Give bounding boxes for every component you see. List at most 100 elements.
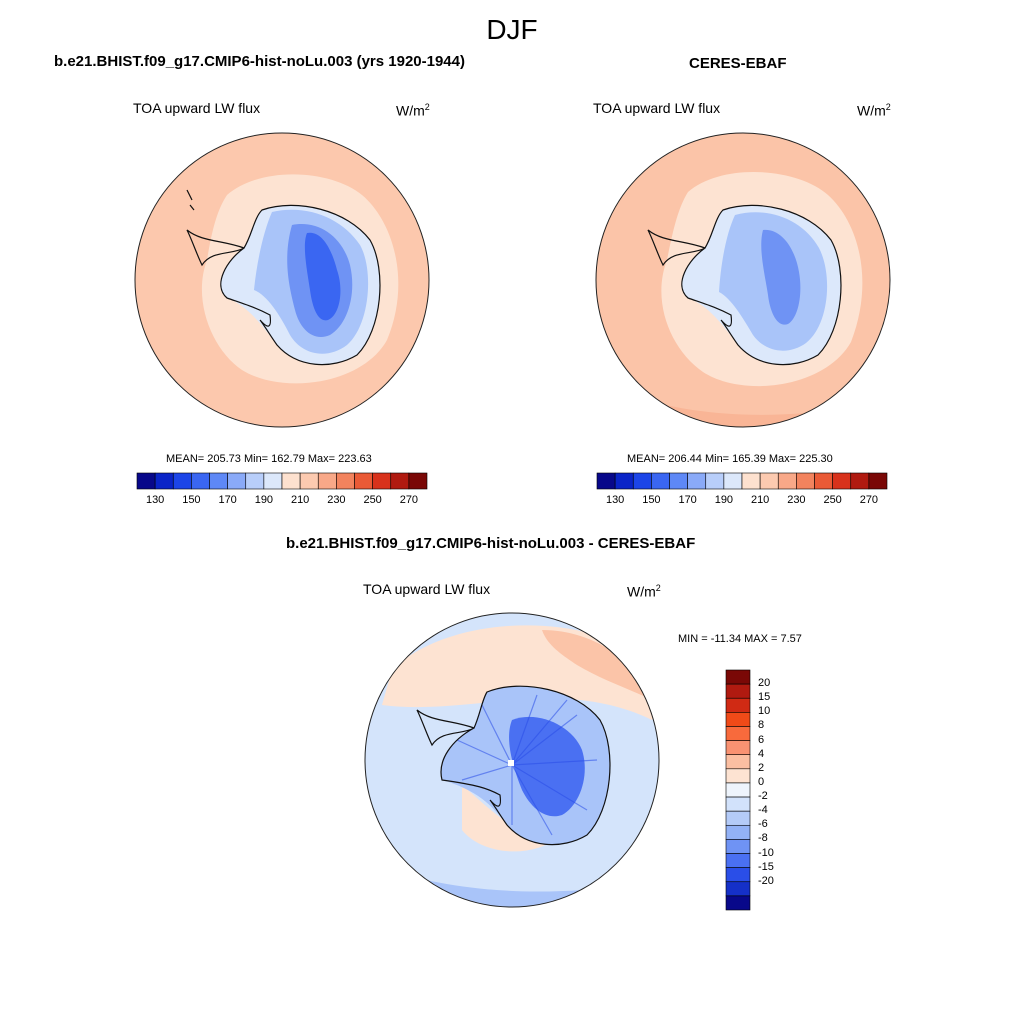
diff-units-label: W/m2 bbox=[627, 583, 661, 600]
model-colorbar-swatch bbox=[154, 472, 174, 490]
model-colorbar-tick-label: 130 bbox=[145, 494, 165, 506]
diff-colorbar-label: 10 bbox=[758, 705, 771, 718]
model-colorbar-tick-label: 210 bbox=[290, 494, 310, 506]
model-colorbar-swatch bbox=[136, 472, 156, 490]
obs-colorbar-swatch bbox=[850, 472, 870, 490]
obs-colorbar-tick-label: 230 bbox=[787, 494, 806, 506]
obs-colorbar-tick-label: 150 bbox=[642, 494, 661, 506]
obs-colorbar-swatch bbox=[596, 472, 616, 490]
model-variable-label: TOA upward LW flux bbox=[133, 100, 261, 116]
diff-colorbar-swatch bbox=[725, 796, 751, 812]
model-colorbar-swatch bbox=[281, 472, 301, 490]
model-units-label: W/m2 bbox=[396, 102, 430, 119]
model-colorbar-tick-label: 230 bbox=[327, 494, 346, 506]
obs-units-label: W/m2 bbox=[857, 102, 891, 119]
diff-colorbar-label: -2 bbox=[758, 790, 768, 803]
obs-colorbar-swatch bbox=[741, 472, 761, 490]
diff-colorbar-swatch bbox=[725, 881, 751, 897]
obs-colorbar-swatch bbox=[796, 472, 815, 490]
model-colorbar-swatch bbox=[408, 472, 428, 490]
model-colorbar-swatch bbox=[336, 472, 355, 490]
diff-colorbar-label: 2 bbox=[758, 761, 765, 774]
obs-colorbar-ticks: 130 150 170 190 210 230 250 270 bbox=[597, 494, 887, 508]
obs-colorbar-swatch bbox=[723, 472, 743, 490]
obs-colorbar-swatch bbox=[759, 472, 779, 490]
diff-stats-label: MIN = -11.34 MAX = 7.57 bbox=[678, 633, 802, 645]
model-colorbar-swatch bbox=[191, 472, 210, 490]
model-colorbar-swatch bbox=[227, 472, 247, 490]
obs-stats-label: MEAN= 206.44 Min= 165.39 Max= 225.30 bbox=[627, 453, 833, 465]
model-colorbar-tick-label: 250 bbox=[363, 494, 382, 506]
model-colorbar-swatch bbox=[245, 472, 265, 490]
diff-colorbar-swatch bbox=[725, 669, 751, 685]
model-colorbar-ticks: 130 150 170 190 210 230 250 270 bbox=[137, 494, 427, 508]
model-colorbar bbox=[136, 472, 428, 490]
diff-variable-label: TOA upward LW flux bbox=[363, 581, 491, 597]
model-colorbar-swatch bbox=[263, 472, 283, 490]
diff-colorbar-label: -4 bbox=[758, 804, 768, 817]
diff-colorbar-swatch bbox=[725, 683, 751, 699]
obs-colorbar-swatch bbox=[868, 472, 888, 490]
diff-polar-map bbox=[364, 612, 660, 908]
diff-colorbar-label: 6 bbox=[758, 733, 765, 746]
model-colorbar-swatch bbox=[299, 472, 319, 490]
model-colorbar-swatch bbox=[172, 472, 192, 490]
diff-colorbar-swatch bbox=[725, 839, 751, 854]
model-polar-map bbox=[134, 132, 430, 428]
diff-colorbar-swatch bbox=[725, 712, 751, 727]
diff-colorbar-swatch bbox=[725, 782, 751, 798]
obs-colorbar-tick-label: 130 bbox=[605, 494, 625, 506]
diff-colorbar-label: 15 bbox=[758, 691, 771, 704]
diff-colorbar-swatch bbox=[725, 895, 751, 911]
model-colorbar-tick-label: 150 bbox=[182, 494, 201, 506]
obs-variable-label: TOA upward LW flux bbox=[593, 100, 721, 116]
diff-colorbar-label: -10 bbox=[758, 846, 774, 859]
diff-colorbar-label: 8 bbox=[758, 719, 765, 732]
diff-colorbar-labels: 20 15 10 8 6 4 2 0 -2 -4 -6 -8 -10 -15 -20 bbox=[758, 670, 798, 910]
obs-polar-map bbox=[595, 132, 891, 428]
diff-colorbar-swatch bbox=[725, 867, 751, 883]
obs-colorbar-swatch bbox=[814, 472, 833, 490]
obs-colorbar-swatch bbox=[669, 472, 688, 490]
model-colorbar-swatch bbox=[372, 472, 392, 490]
diff-colorbar-swatch bbox=[725, 740, 751, 756]
obs-colorbar-tick-label: 270 bbox=[859, 494, 879, 506]
obs-panel-title: CERES-EBAF bbox=[689, 55, 787, 72]
model-colorbar-swatch bbox=[317, 472, 337, 490]
obs-colorbar-swatch bbox=[651, 472, 670, 490]
obs-colorbar-tick-label: 210 bbox=[750, 494, 770, 506]
figure-title: DJF bbox=[486, 14, 538, 45]
obs-colorbar-tick-label: 190 bbox=[714, 494, 734, 506]
model-colorbar-swatch bbox=[354, 472, 373, 490]
diff-colorbar-swatch bbox=[725, 824, 751, 840]
model-colorbar-swatch bbox=[390, 472, 410, 490]
diff-colorbar bbox=[725, 669, 751, 911]
model-colorbar-swatch bbox=[209, 472, 228, 490]
diff-colorbar-swatch bbox=[725, 810, 751, 826]
diff-colorbar-swatch bbox=[725, 726, 751, 741]
model-colorbar-tick-label: 170 bbox=[218, 494, 237, 506]
diff-panel-title: b.e21.BHIST.f09_g17.CMIP6-hist-noLu.003 … bbox=[286, 535, 696, 552]
diff-colorbar-label: -6 bbox=[758, 818, 768, 831]
diff-colorbar-swatch bbox=[725, 853, 751, 868]
obs-colorbar-swatch bbox=[614, 472, 634, 490]
diff-colorbar-label: 4 bbox=[758, 747, 765, 760]
diff-colorbar-label: -15 bbox=[758, 860, 774, 873]
obs-colorbar-tick-label: 170 bbox=[678, 494, 697, 506]
model-panel-title: b.e21.BHIST.f09_g17.CMIP6-hist-noLu.003 … bbox=[54, 53, 465, 70]
diff-colorbar-label: -8 bbox=[758, 832, 768, 845]
obs-colorbar-swatch bbox=[632, 472, 652, 490]
diff-colorbar-swatch bbox=[725, 768, 751, 784]
obs-colorbar bbox=[596, 472, 888, 490]
diff-colorbar-swatch bbox=[725, 697, 751, 713]
obs-colorbar-swatch bbox=[687, 472, 707, 490]
model-stats-label: MEAN= 205.73 Min= 162.79 Max= 223.63 bbox=[166, 453, 372, 465]
diff-colorbar-label: 0 bbox=[758, 775, 765, 788]
obs-colorbar-tick-label: 250 bbox=[823, 494, 842, 506]
obs-colorbar-swatch bbox=[705, 472, 725, 490]
obs-colorbar-swatch bbox=[832, 472, 852, 490]
model-colorbar-tick-label: 190 bbox=[254, 494, 274, 506]
model-colorbar-tick-label: 270 bbox=[399, 494, 419, 506]
obs-colorbar-swatch bbox=[777, 472, 797, 490]
diff-colorbar-swatch bbox=[725, 754, 751, 770]
